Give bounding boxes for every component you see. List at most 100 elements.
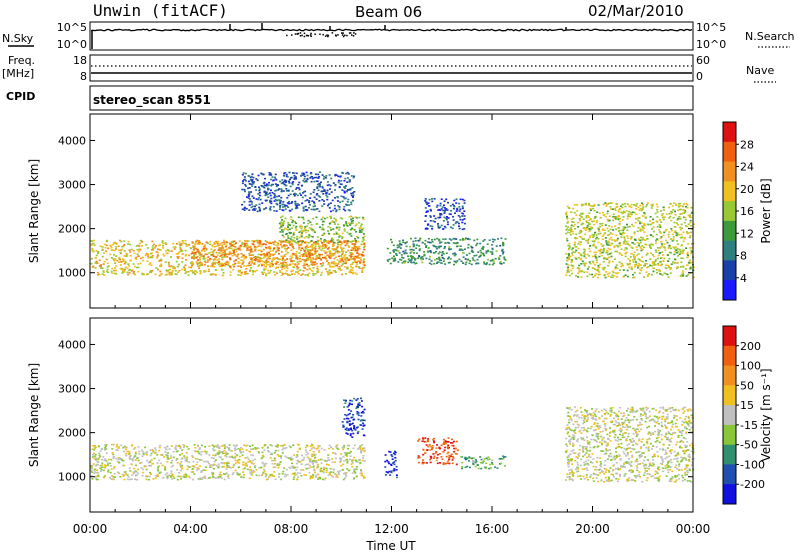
colorbar-tick-label: 50 (740, 379, 754, 392)
velocity-colorbar: 200 100 50 15 -15 -50 -100 -200 (722, 325, 765, 505)
y-tick-label: 1000 (58, 267, 86, 280)
station-title: Unwin (fitACF) (93, 1, 228, 20)
colorbar-swatch (723, 220, 736, 242)
colorbar-swatch (723, 161, 736, 182)
colorbar-swatch (723, 141, 736, 163)
power-colorbar: 28 24 20 16 12 8 4 (722, 121, 754, 301)
beam-label: Beam 06 (355, 3, 422, 21)
data-region (241, 171, 356, 213)
nsky-left-tick-top: 10^5 (57, 21, 87, 34)
colorbar-tick-label: 8 (740, 250, 747, 263)
colorbar-swatch (723, 365, 736, 386)
y-tick-label: 3000 (58, 383, 86, 396)
colorbar-tick-label: 28 (740, 138, 754, 151)
velocity-plot-area (90, 397, 695, 483)
y-tick-label: 2000 (58, 223, 86, 236)
data-region (386, 237, 507, 266)
nave-label: Nave (746, 64, 774, 77)
colorbar-swatch (723, 345, 736, 367)
velocity-y-axis-label: Slant Range [km] (27, 363, 41, 467)
x-axis-label: Time UT (365, 539, 416, 553)
cpid-value: stereo_scan 8551 (93, 93, 211, 108)
power-panel-frame (89, 113, 694, 309)
colorbar-tick-label: 16 (740, 205, 754, 218)
colorbar-tick-label: -200 (740, 478, 765, 491)
nsky-right-tick-top: 10^5 (696, 21, 726, 34)
colorbar-tick-label: 100 (740, 360, 761, 373)
data-region (460, 455, 507, 470)
x-tick-label: 04:00 (173, 522, 208, 536)
velocity-colorbar-label: Velocity [m s⁻¹] (759, 368, 773, 461)
velocity-panel-frame (89, 317, 694, 513)
colorbar-swatch (723, 240, 736, 261)
nsky-left-tick-bottom: 10^0 (57, 38, 87, 51)
x-tick-label: 12:00 (374, 522, 409, 536)
data-region (384, 450, 398, 479)
freq-left-tick-top: 18 (73, 54, 87, 67)
freq-left-tick-bottom: 8 (80, 70, 87, 83)
nsearch-label: N.Search (745, 30, 795, 43)
velocity-y-axis: 4000 3000 2000 1000 (58, 338, 693, 484)
data-region (341, 397, 366, 438)
data-region (90, 239, 366, 277)
data-region (424, 198, 466, 231)
colorbar-swatch (723, 326, 736, 347)
freq-right-tick-top: 60 (696, 54, 710, 67)
cpid-panel-frame (89, 85, 694, 111)
colorbar-tick-label: 4 (740, 272, 747, 285)
y-tick-label: 1000 (58, 471, 86, 484)
y-tick-label: 4000 (58, 134, 86, 147)
colorbar-tick-label: -100 (740, 458, 765, 471)
colorbar-tick-label: 12 (740, 227, 754, 240)
data-region (90, 443, 366, 481)
nsky-trace (90, 23, 693, 49)
data-region (564, 406, 695, 483)
colorbar-tick-label: 24 (740, 161, 754, 174)
power-colorbar-label: Power [dB] (759, 178, 773, 243)
colorbar-swatch (723, 385, 736, 406)
date-label: 02/Mar/2010 (588, 2, 684, 20)
cpid-label: CPID (6, 90, 35, 103)
nsky-panel-frame (89, 21, 694, 51)
nsky-series-line (90, 28, 693, 32)
colorbar-tick-label: -50 (740, 439, 758, 452)
time-x-axis: 00:00 04:00 08:00 12:00 16:00 20:00 00:00 (73, 114, 711, 536)
power-panel: 4000 3000 2000 1000 Slant Range [km] 28 24 20… (27, 113, 773, 309)
power-plot-area (90, 171, 695, 279)
data-region (278, 215, 366, 244)
x-tick-label: 00:00 (73, 522, 108, 536)
colorbar-tick-label: 200 (740, 340, 761, 353)
y-tick-label: 4000 (58, 338, 86, 351)
data-region (190, 239, 366, 268)
freq-label-line2: [MHz] (2, 67, 34, 80)
y-tick-label: 3000 (58, 179, 86, 192)
x-tick-label: 16:00 (475, 522, 510, 536)
data-region (417, 437, 459, 466)
x-tick-label: 20:00 (575, 522, 610, 536)
colorbar-tick-label: 15 (740, 399, 754, 412)
freq-right-tick-bottom: 0 (696, 70, 703, 83)
power-y-axis: 4000 3000 2000 1000 (58, 134, 693, 280)
colorbar-swatch (723, 464, 736, 485)
nsky-right-tick-bottom: 10^0 (696, 38, 726, 51)
colorbar-swatch (723, 280, 736, 301)
colorbar-swatch (723, 201, 736, 222)
colorbar-swatch (723, 484, 736, 505)
colorbar-swatch (723, 181, 736, 202)
colorbar-swatch (723, 260, 736, 281)
freq-panel-frame (89, 54, 694, 82)
freq-label-line1: Freq. (8, 54, 35, 67)
colorbar-swatch (723, 405, 736, 426)
nsky-label: N.Sky (2, 32, 34, 45)
colorbar-swatch (723, 424, 736, 446)
data-region (564, 202, 695, 279)
velocity-panel: 4000 3000 2000 1000 Slant Range [km] 200 100… (27, 317, 773, 513)
y-tick-label: 2000 (58, 427, 86, 440)
colorbar-tick-label: 20 (740, 183, 754, 196)
colorbar-tick-label: -15 (740, 419, 758, 432)
power-y-axis-label: Slant Range [km] (27, 159, 41, 263)
colorbar-swatch (723, 122, 736, 143)
x-tick-label: 08:00 (274, 522, 309, 536)
x-tick-label: 00:00 (676, 522, 711, 536)
